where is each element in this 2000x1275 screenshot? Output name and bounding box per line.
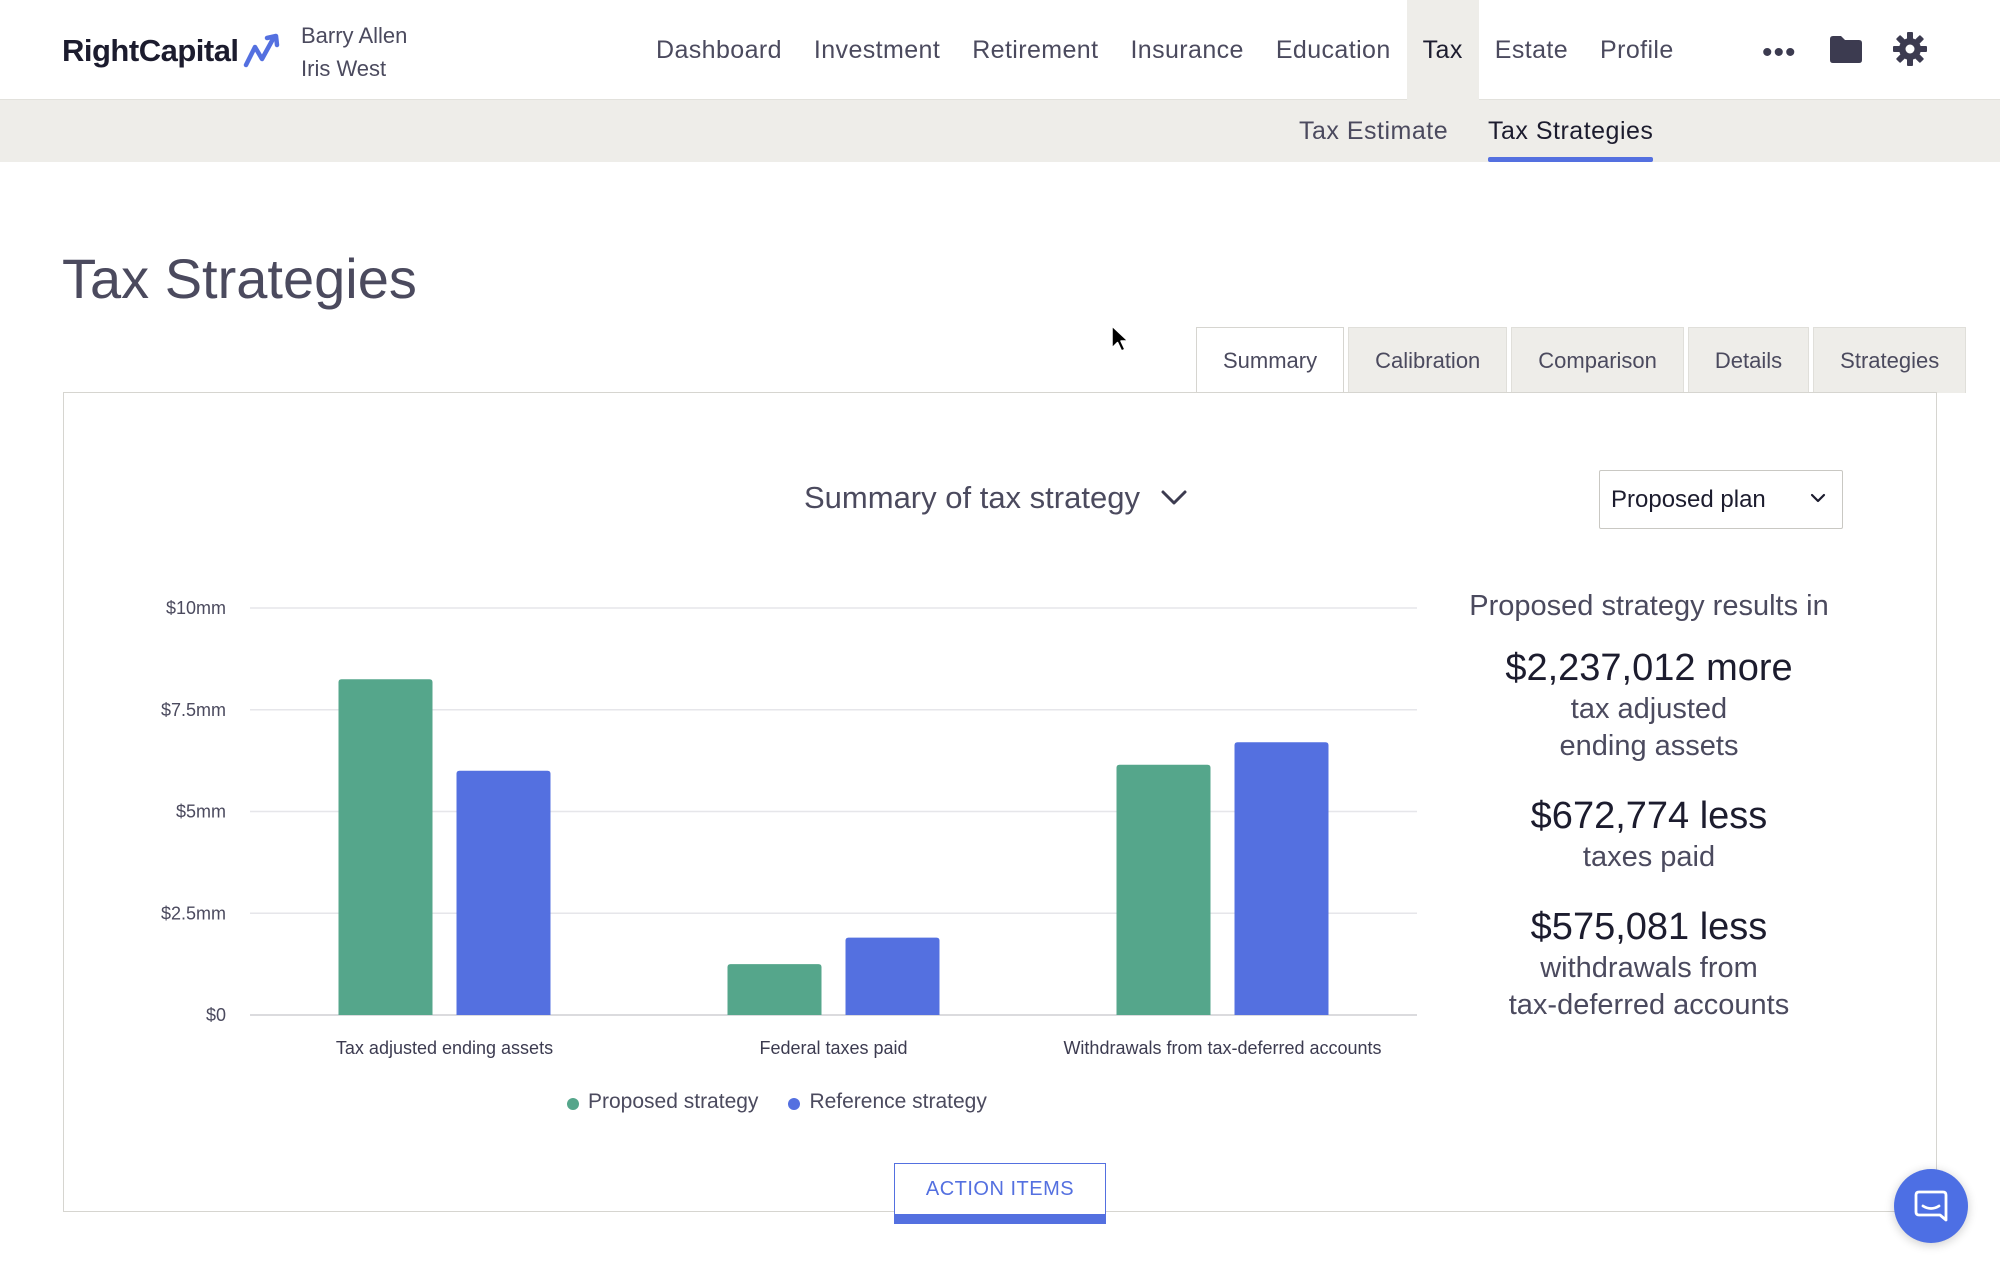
chart-bar — [1234, 742, 1329, 1015]
subtab-tax-strategies[interactable]: Tax Strategies — [1488, 100, 1654, 162]
chart-bar — [456, 770, 551, 1015]
result-label: taxes paid — [1582, 841, 1716, 873]
result-label: tax-deferred accounts — [1508, 989, 1790, 1021]
legend-dot — [567, 1097, 579, 1110]
result-item: $575,081 less withdrawals from tax-defer… — [1440, 904, 1858, 1024]
result-value: $2,237,012 more — [1505, 647, 1793, 689]
nav-item-dashboard[interactable]: Dashboard — [656, 35, 782, 64]
result-label: withdrawals from — [1540, 952, 1758, 984]
plan-select[interactable]: Proposed plan — [1599, 470, 1843, 529]
logo-text: RightCapital — [62, 33, 239, 68]
legend-dot — [788, 1097, 801, 1110]
summary-title-dropdown[interactable]: Summary of tax strategy — [804, 480, 1188, 516]
x-category-label: Federal taxes paid — [759, 1038, 907, 1058]
page-title: Tax Strategies — [62, 247, 417, 310]
summary-title: Summary of tax strategy — [804, 480, 1140, 515]
y-tick-label: $2.5mm — [161, 903, 226, 923]
legend-item-reference[interactable]: Reference strategy — [788, 1090, 987, 1114]
top-navigation-bar: RightCapital Barry Allen Iris West Dashb… — [0, 0, 2000, 100]
main-nav: Dashboard Investment Retirement Insuranc… — [640, 0, 1690, 100]
mouse-cursor-icon — [1111, 325, 1129, 352]
y-tick-label: $10mm — [166, 598, 226, 618]
view-tabs: Summary Calibration Comparison Details S… — [1192, 327, 1967, 394]
tab-calibration[interactable]: Calibration — [1348, 327, 1508, 393]
tab-strategies[interactable]: Strategies — [1813, 327, 1967, 393]
result-item: $2,237,012 more tax adjusted ending asse… — [1440, 645, 1858, 765]
chart-bar — [1116, 764, 1211, 1015]
more-icon[interactable]: ••• — [1762, 36, 1797, 69]
nav-item-estate[interactable]: Estate — [1494, 35, 1569, 64]
nav-item-investment[interactable]: Investment — [813, 35, 941, 64]
rightcapital-logo[interactable]: RightCapital — [62, 30, 283, 72]
folder-icon[interactable] — [1828, 33, 1864, 65]
zigzag-arrow-icon — [243, 33, 279, 68]
plan-select-value: Proposed plan — [1611, 485, 1766, 513]
nav-item-tax[interactable]: Tax — [1406, 0, 1479, 100]
action-items-button[interactable]: ACTION ITEMS — [894, 1163, 1106, 1224]
tax-strategy-bar-chart: $0 $2.5mm $5mm $7.5mm $10mm Tax adjusted endi… — [161, 598, 1417, 1058]
y-tick-label: $5mm — [176, 802, 226, 822]
result-label: tax adjusted — [1570, 693, 1728, 725]
chat-button[interactable] — [1894, 1169, 1968, 1243]
x-category-label: Tax adjusted ending assets — [336, 1038, 553, 1058]
tab-summary[interactable]: Summary — [1196, 327, 1345, 394]
gear-icon[interactable] — [1892, 31, 1928, 67]
chart-bar — [845, 937, 940, 1015]
nav-item-education[interactable]: Education — [1275, 35, 1391, 64]
result-value: $672,774 less — [1530, 795, 1768, 837]
y-tick-label: $0 — [206, 1005, 226, 1025]
client-names[interactable]: Barry Allen Iris West — [301, 19, 407, 85]
result-item: $672,774 less taxes paid — [1440, 793, 1858, 876]
strategy-results: Proposed strategy results in $2,237,012 … — [1440, 590, 1858, 1052]
legend-item-proposed[interactable]: Proposed strategy — [567, 1090, 758, 1114]
chart-bar — [338, 679, 433, 1015]
x-category-label: Withdrawals from tax-deferred accounts — [1063, 1038, 1381, 1058]
client-name: Barry Allen — [301, 23, 408, 48]
chevron-down-icon — [1161, 490, 1187, 505]
nav-item-profile[interactable]: Profile — [1600, 35, 1674, 64]
subtab-tax-estimate[interactable]: Tax Estimate — [1299, 116, 1449, 145]
tab-details[interactable]: Details — [1687, 327, 1810, 393]
nav-item-retirement[interactable]: Retirement — [972, 35, 1099, 64]
legend-label: Proposed strategy — [588, 1090, 759, 1113]
sub-navigation-bar: Tax Estimate Tax Strategies — [0, 100, 2000, 162]
chat-icon — [1914, 1190, 1948, 1222]
tab-comparison[interactable]: Comparison — [1511, 327, 1684, 393]
chart-legend: Proposed strategy Reference strategy — [567, 1090, 1017, 1114]
results-heading: Proposed strategy results in — [1469, 590, 1829, 622]
result-label: ending assets — [1559, 730, 1739, 762]
chart-bar — [727, 964, 822, 1015]
client-name: Iris West — [301, 56, 387, 81]
legend-label: Reference strategy — [809, 1090, 987, 1113]
chevron-down-icon — [1810, 493, 1826, 503]
result-value: $575,081 less — [1530, 906, 1768, 948]
nav-item-insurance[interactable]: Insurance — [1130, 35, 1244, 64]
y-tick-label: $7.5mm — [161, 700, 226, 720]
